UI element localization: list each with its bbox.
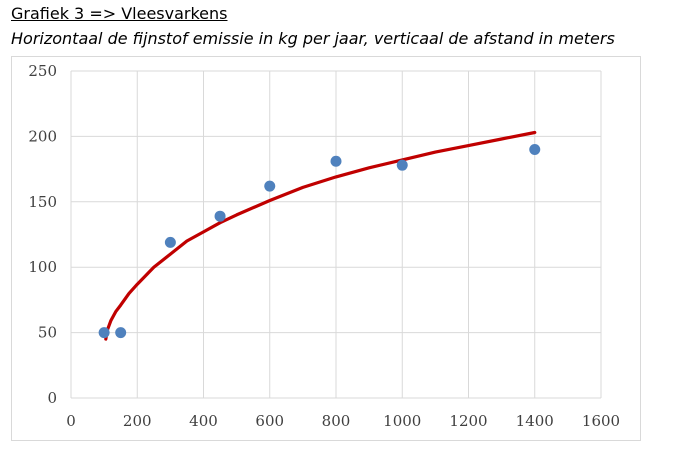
y-tick-label: 100 [28, 258, 57, 276]
x-tick-label: 1600 [582, 412, 620, 430]
x-tick-label: 800 [322, 412, 351, 430]
data-point [264, 180, 276, 192]
x-tick-label: 600 [255, 412, 284, 430]
data-points [98, 143, 541, 339]
x-tick-label: 200 [123, 412, 152, 430]
x-tick-label: 1400 [516, 412, 554, 430]
x-tick-label: 0 [66, 412, 76, 430]
tick-labels: 0 50 100 150 200 250 0 200 400 600 800 1000 1200 1400… [28, 62, 620, 430]
gridlines [70, 70, 602, 399]
x-tick-label: 1000 [383, 412, 421, 430]
data-point [98, 327, 110, 339]
y-tick-label: 0 [47, 389, 57, 407]
y-tick-label: 250 [28, 62, 57, 80]
x-tick-label: 400 [189, 412, 218, 430]
y-tick-label: 150 [28, 193, 57, 211]
chart-heading: Grafiek 3 => Vleesvarkens [11, 4, 228, 23]
y-tick-label: 50 [38, 324, 57, 342]
chart-subheading: Horizontaal de fijnstof emissie in kg pe… [11, 29, 615, 48]
chart-area [11, 56, 641, 441]
data-point [396, 159, 408, 171]
y-tick-label: 200 [28, 127, 57, 145]
trendline [104, 130, 537, 341]
data-point [115, 327, 127, 339]
data-point [330, 155, 342, 167]
data-point [214, 210, 226, 222]
data-point [164, 236, 176, 248]
data-point [529, 143, 541, 155]
trendline-layer [104, 130, 537, 341]
x-tick-label: 1200 [449, 412, 487, 430]
